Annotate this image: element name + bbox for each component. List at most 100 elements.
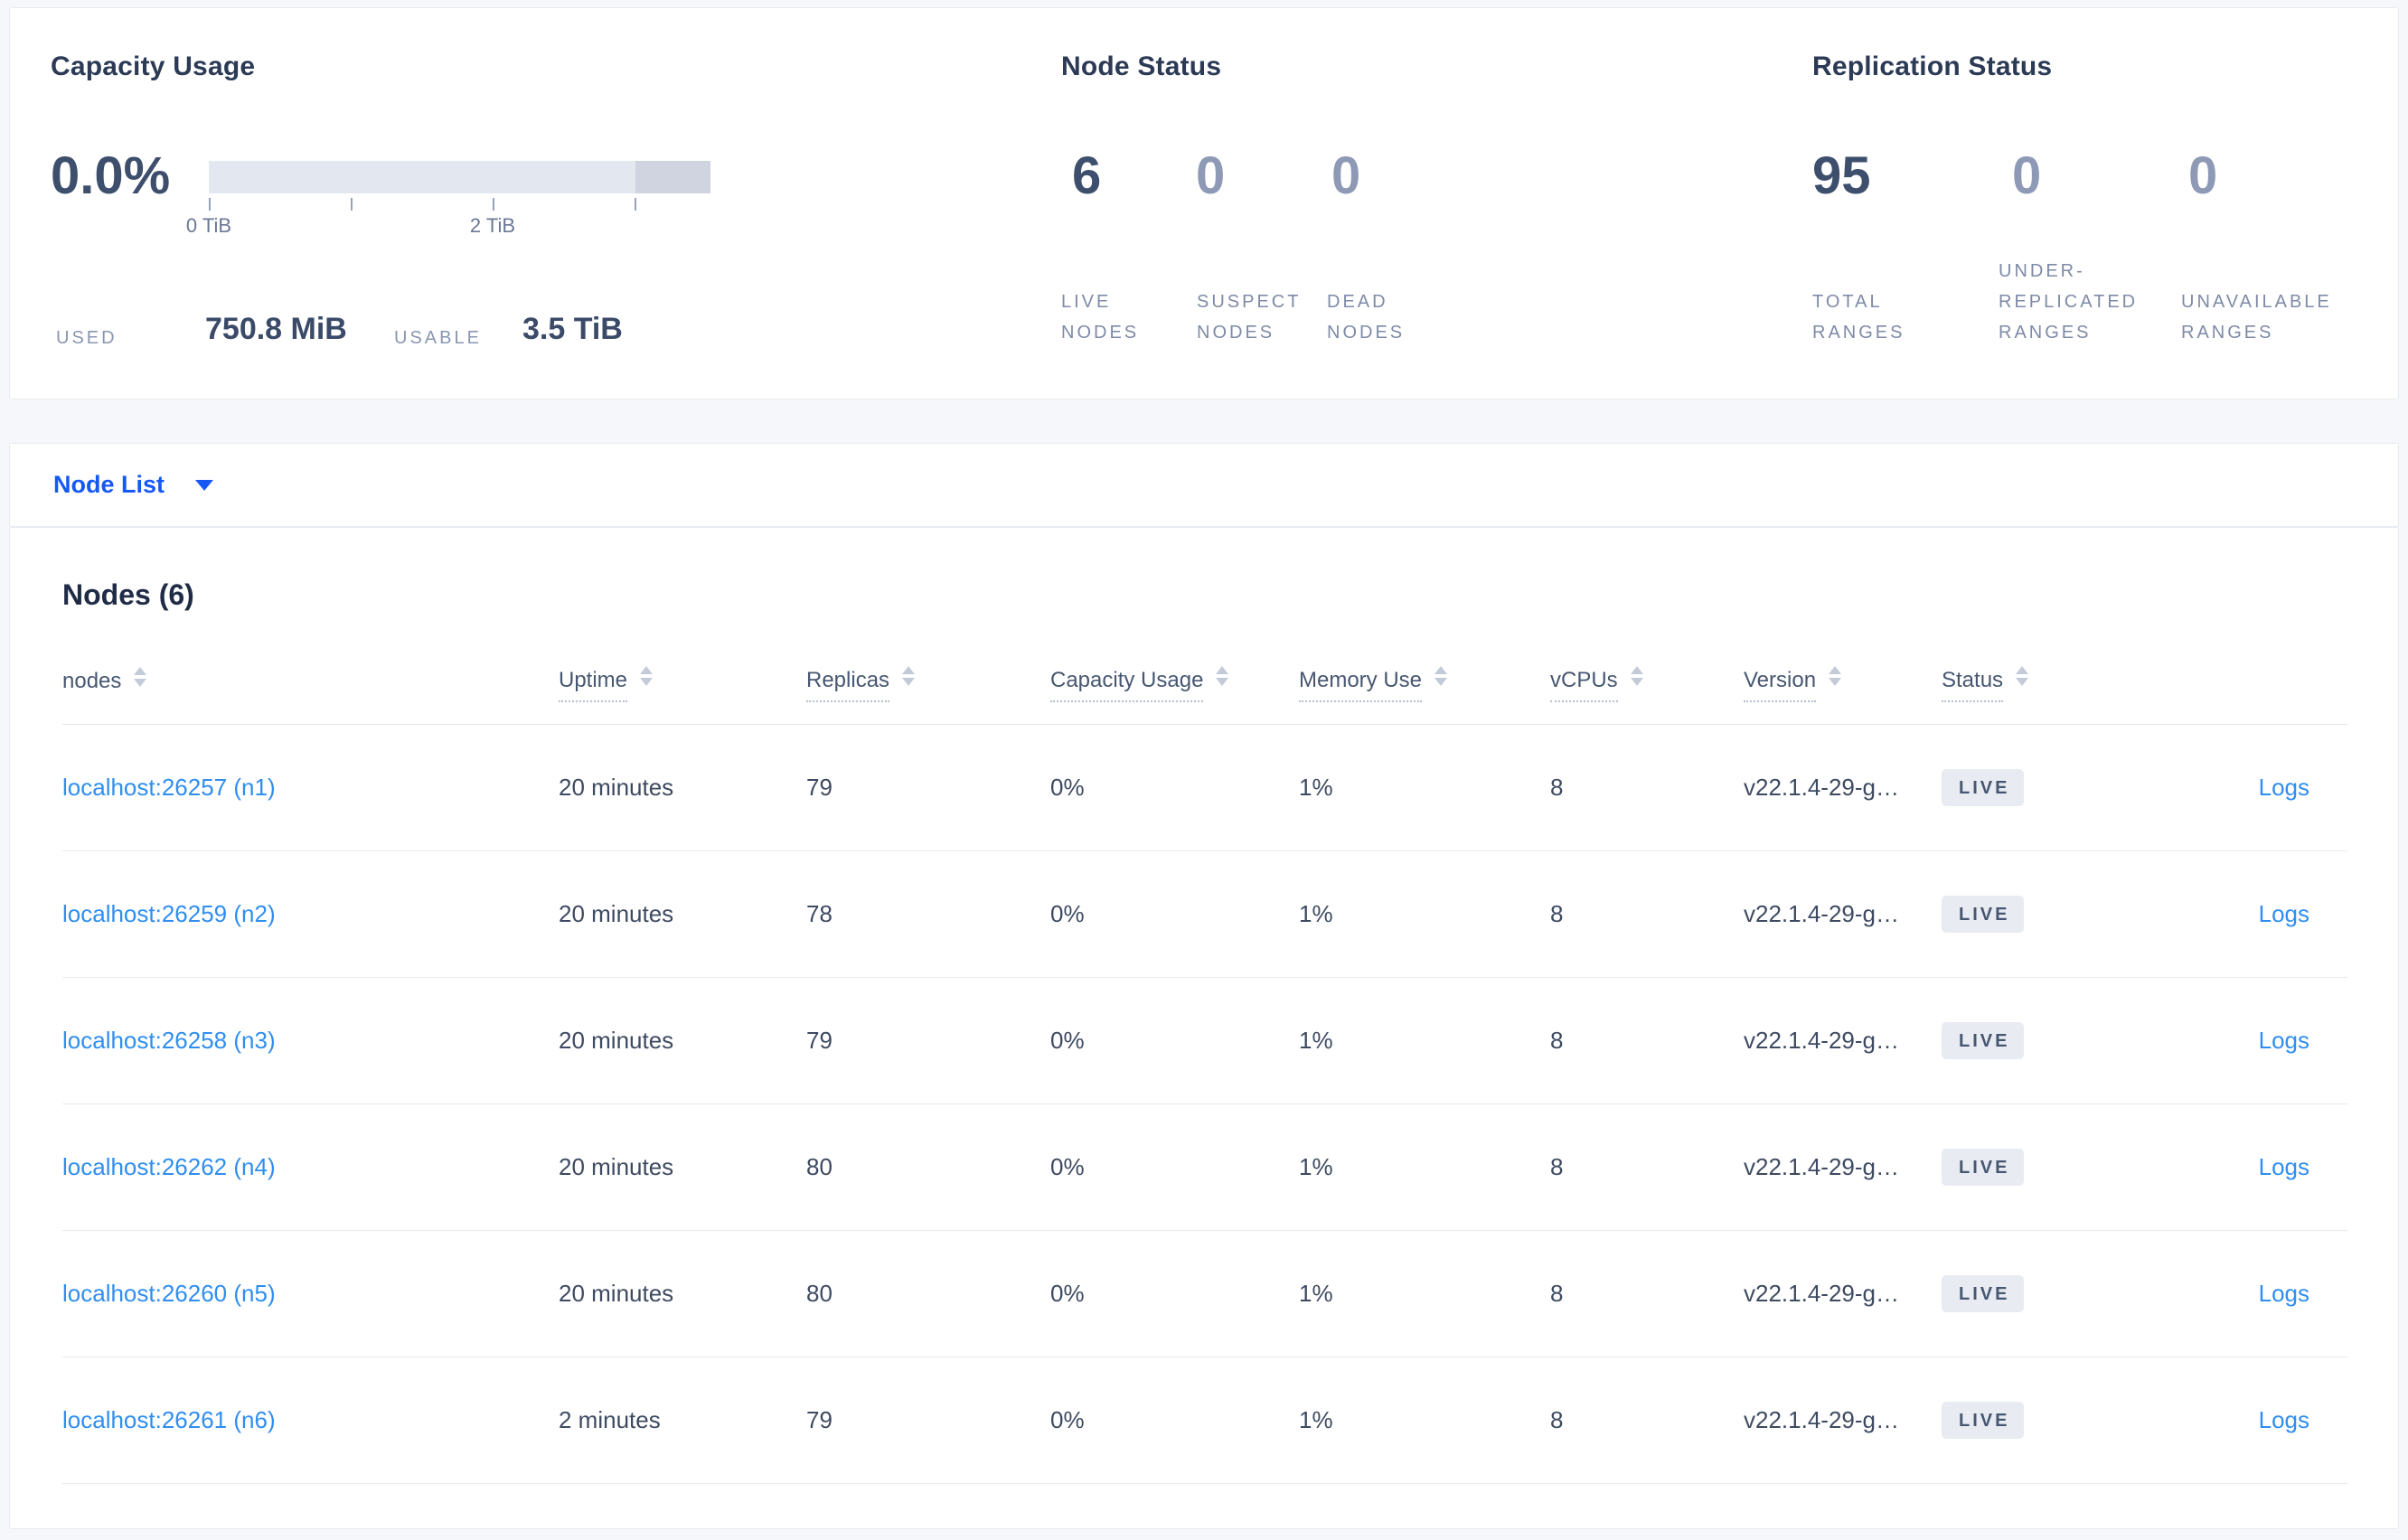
status-badge: LIVE (1942, 1274, 2025, 1312)
view-selector-bar: Node List (9, 443, 2399, 527)
dead-nodes-label: DEAD NODES (1327, 292, 1406, 343)
replicas-cell: 79 (806, 1357, 1050, 1484)
unavailable-ranges-label: UNAVAILABLE RANGES (2181, 292, 2332, 343)
column-header-version[interactable]: Version (1744, 645, 1942, 725)
column-header-vcpus[interactable]: vCPUs (1550, 645, 1744, 725)
chevron-down-icon (195, 479, 214, 491)
column-header-logs (2134, 645, 2347, 725)
replicas-cell: 78 (806, 850, 1050, 978)
gauge-tick-label-0: 0 TiB (185, 214, 232, 237)
sort-icon (1434, 666, 1448, 687)
capacity-usage-cell: 0% (1050, 1103, 1299, 1231)
capacity-usage-cell: 0% (1050, 977, 1299, 1104)
vcpus-cell: 8 (1550, 1103, 1744, 1231)
vcpus-cell: 8 (1550, 977, 1744, 1104)
node-status-panel: Node Status 6 0 0 LIVE NODES SUSPECT NOD… (1061, 8, 1766, 399)
column-header-uptime[interactable]: Uptime (559, 645, 806, 725)
node-cell: localhost:26259 (n2) (62, 850, 559, 978)
replicas-cell: 80 (806, 1103, 1050, 1231)
capacity-gauge-end-segment (635, 161, 710, 193)
status-cell: LIVE (1942, 1357, 2134, 1484)
node-link[interactable]: localhost:26259 (n2) (62, 899, 276, 927)
version-cell: v22.1.4-29-g… (1744, 1357, 1942, 1484)
usable-value: 3.5 TiB (522, 312, 623, 346)
uptime-cell: 2 minutes (559, 1357, 806, 1484)
column-header-memory-use[interactable]: Memory Use (1299, 645, 1550, 725)
vcpus-cell: 8 (1550, 1230, 1744, 1357)
memory-use-cell: 1% (1299, 1357, 1550, 1484)
logs-cell: Logs (2134, 724, 2347, 851)
sort-icon (2016, 666, 2029, 687)
gauge-tick (635, 198, 636, 211)
memory-use-cell: 1% (1299, 724, 1550, 851)
uptime-cell: 20 minutes (559, 850, 806, 978)
capacity-usage-cell: 0% (1050, 1357, 1299, 1484)
node-cell: localhost:26258 (n3) (62, 977, 559, 1104)
sort-icon (1630, 666, 1643, 687)
node-link[interactable]: localhost:26257 (n1) (62, 773, 276, 801)
node-link[interactable]: localhost:26258 (n3) (62, 1026, 276, 1054)
replicas-cell: 79 (806, 724, 1050, 851)
column-header-status[interactable]: Status (1942, 645, 2134, 725)
status-badge: LIVE (1942, 1021, 2025, 1059)
status-cell: LIVE (1942, 1230, 2134, 1357)
sort-icon (1829, 666, 1842, 687)
usable-label: USABLE (394, 328, 482, 348)
logs-cell: Logs (2134, 1357, 2347, 1484)
column-header-capacity-usage[interactable]: Capacity Usage (1050, 645, 1299, 725)
version-cell: v22.1.4-29-g… (1744, 1230, 1942, 1357)
column-header-nodes[interactable]: nodes (62, 645, 559, 725)
replication-status-panel: Replication Status 95 0 0 TOTAL RANGES U… (1812, 8, 2391, 399)
total-ranges-label: TOTAL RANGES (1812, 292, 1905, 343)
sort-icon (902, 666, 916, 687)
status-badge: LIVE (1942, 1401, 2025, 1439)
node-link[interactable]: localhost:26260 (n5) (62, 1279, 276, 1307)
node-cell: localhost:26260 (n5) (62, 1230, 559, 1357)
memory-use-cell: 1% (1299, 850, 1550, 978)
status-cell: LIVE (1942, 1103, 2134, 1231)
node-status-title: Node Status (1061, 52, 1222, 81)
vcpus-cell: 8 (1550, 850, 1744, 978)
logs-link[interactable]: Logs (2258, 1279, 2309, 1307)
vcpus-cell: 8 (1550, 724, 1744, 851)
logs-link[interactable]: Logs (2258, 1405, 2309, 1433)
capacity-percent-value: 0.0% (51, 146, 171, 205)
status-cell: LIVE (1942, 977, 2134, 1104)
column-header-replicas[interactable]: Replicas (806, 645, 1050, 725)
node-list-dropdown[interactable]: Node List (53, 444, 214, 526)
logs-link[interactable]: Logs (2258, 1152, 2309, 1180)
uptime-cell: 20 minutes (559, 1103, 806, 1231)
nodes-table-title: Nodes (6) (62, 578, 194, 611)
suspect-nodes-label: SUSPECT NODES (1197, 292, 1302, 343)
logs-cell: Logs (2134, 1103, 2347, 1231)
sort-icon (1216, 666, 1229, 687)
version-cell: v22.1.4-29-g… (1744, 1103, 1942, 1231)
version-cell: v22.1.4-29-g… (1744, 724, 1942, 851)
logs-link[interactable]: Logs (2258, 773, 2309, 801)
nodes-table-body: localhost:26257 (n1) 20 minutes 79 0% 1%… (62, 724, 2347, 1484)
table-row: localhost:26261 (n6) 2 minutes 79 0% 1% … (62, 1357, 2347, 1484)
logs-link[interactable]: Logs (2258, 1026, 2309, 1054)
used-label: USED (56, 328, 118, 348)
node-link[interactable]: localhost:26262 (n4) (62, 1152, 276, 1180)
node-cell: localhost:26262 (n4) (62, 1103, 559, 1231)
table-row: localhost:26259 (n2) 20 minutes 78 0% 1%… (62, 850, 2347, 978)
memory-use-cell: 1% (1299, 977, 1550, 1104)
version-cell: v22.1.4-29-g… (1744, 977, 1942, 1104)
nodes-card: Nodes (6) nodes Uptime Replicas Capacity… (9, 527, 2399, 1529)
node-link[interactable]: localhost:26261 (n6) (62, 1405, 276, 1433)
nodes-table: nodes Uptime Replicas Capacity Usage Mem… (62, 645, 2347, 1484)
live-nodes-value: 6 (1072, 146, 1102, 205)
logs-cell: Logs (2134, 1230, 2347, 1357)
replicas-cell: 79 (806, 977, 1050, 1104)
replicas-cell: 80 (806, 1230, 1050, 1357)
version-cell: v22.1.4-29-g… (1744, 850, 1942, 978)
memory-use-cell: 1% (1299, 1103, 1550, 1231)
logs-link[interactable]: Logs (2258, 899, 2309, 927)
status-cell: LIVE (1942, 850, 2134, 978)
status-badge: LIVE (1942, 768, 2025, 806)
table-row: localhost:26258 (n3) 20 minutes 79 0% 1%… (62, 977, 2347, 1104)
memory-use-cell: 1% (1299, 1230, 1550, 1357)
used-value: 750.8 MiB (205, 312, 347, 346)
logs-cell: Logs (2134, 977, 2347, 1104)
